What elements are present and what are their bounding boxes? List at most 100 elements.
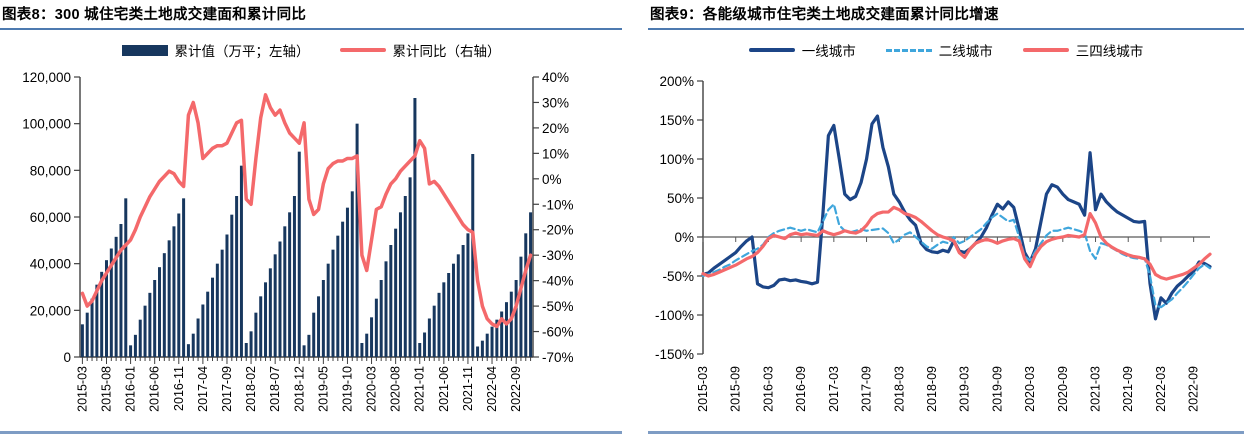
axis-tick-label: 0% xyxy=(542,172,562,187)
bar xyxy=(230,214,234,357)
bar xyxy=(264,282,268,357)
figure-8-legend: 累计值（万平；左轴） 累计同比（右轴） xyxy=(0,39,622,61)
series-line-一线城市 xyxy=(701,114,1212,321)
axis-tick-label: 150% xyxy=(659,113,694,128)
x-axis-label: 2018-09 xyxy=(925,366,939,412)
x-axis-label: 2018-12 xyxy=(292,366,306,412)
bar xyxy=(418,343,422,357)
line-swatch-icon xyxy=(1022,48,1069,52)
x-axis-label: 2015-03 xyxy=(75,366,89,412)
yoy-line xyxy=(80,93,533,329)
bar xyxy=(466,233,470,357)
bar xyxy=(114,236,118,357)
x-axis-label: 2021-09 xyxy=(1121,366,1135,412)
legend-label: 三四线城市 xyxy=(1075,44,1144,59)
bar xyxy=(124,198,128,357)
axis-tick-label: -50% xyxy=(542,299,574,314)
bar xyxy=(273,254,277,357)
axis-tick-label: 200% xyxy=(659,74,694,89)
axis-tick-label: 80,000 xyxy=(30,163,71,178)
axis-tick-label: 40,000 xyxy=(30,257,71,272)
axis-tick-label: 50% xyxy=(667,191,694,206)
bar xyxy=(288,212,292,357)
bar xyxy=(394,228,398,357)
figure-9-title-rule xyxy=(648,28,1244,30)
bar xyxy=(456,254,460,357)
axis-tick-label: 20,000 xyxy=(30,303,71,318)
bar xyxy=(239,165,243,357)
bar xyxy=(244,343,248,357)
bar xyxy=(341,221,345,357)
bar xyxy=(384,261,388,357)
bar xyxy=(95,284,99,357)
axis-tick-label: 100% xyxy=(659,152,694,167)
legend-label: 二线城市 xyxy=(938,44,993,59)
bar xyxy=(350,191,354,357)
figure-8-panel: 图表8：300 城住宅类土地成交建面和累计同比 累计值（万平；左轴） 累计同比（右… xyxy=(0,7,622,434)
x-axis-label: 2016-03 xyxy=(761,366,775,412)
x-axis-label: 2017-09 xyxy=(860,366,874,412)
bar xyxy=(220,249,224,357)
bar xyxy=(427,318,431,357)
bar xyxy=(524,233,528,357)
series-line-三四线城市 xyxy=(701,205,1212,281)
axis-tick-label: 0% xyxy=(674,230,694,245)
axis-tick-label: -10% xyxy=(542,197,574,212)
bar xyxy=(307,334,311,357)
x-axis-label: 2020-08 xyxy=(389,366,403,412)
x-axis-label: 2016-09 xyxy=(794,366,808,412)
bar xyxy=(509,291,513,357)
legend-item: 累计值（万平；左轴） xyxy=(121,40,310,60)
bar xyxy=(432,305,436,357)
bar xyxy=(374,298,378,357)
x-axis-label: 2017-04 xyxy=(196,366,210,412)
axis-tick-label: -150% xyxy=(655,347,694,362)
bar xyxy=(312,312,316,357)
bar xyxy=(191,333,195,357)
bar xyxy=(379,280,383,357)
bar xyxy=(254,312,258,357)
bar xyxy=(292,196,296,357)
bar xyxy=(249,331,253,357)
bar xyxy=(158,267,162,357)
x-axis-label: 2015-09 xyxy=(729,366,743,412)
bar xyxy=(268,268,272,357)
axis-tick-label: 40% xyxy=(542,70,569,85)
bar xyxy=(225,234,229,357)
bar xyxy=(336,235,340,357)
dashed-line-swatch-icon xyxy=(885,48,932,52)
bar xyxy=(85,312,89,357)
bar xyxy=(360,343,364,357)
bar xyxy=(345,207,349,357)
bar xyxy=(259,296,263,357)
bar xyxy=(471,154,475,357)
figure-9-title: 图表9：各能级城市住宅类土地成交建面累计同比增速 xyxy=(650,7,999,23)
multi-line-chart: -150% -100% -50% 0% 50% 100% 150% 200% 2015-03 20… xyxy=(655,74,1212,412)
bar xyxy=(109,248,113,357)
x-axis-label: 2021-11 xyxy=(461,366,475,411)
bar xyxy=(365,333,369,357)
bar-line-chart: 0 20,000 40,000 60,000 80,000 100,000 120,000 -… xyxy=(22,70,574,412)
bar xyxy=(297,151,301,357)
bar xyxy=(321,280,325,357)
legend-label: 一线城市 xyxy=(801,44,856,59)
legend-item: 一线城市 xyxy=(748,40,856,60)
bar xyxy=(451,263,455,357)
x-axis-label: 2020-09 xyxy=(1056,366,1070,412)
bar xyxy=(302,345,306,357)
bar xyxy=(408,177,412,357)
x-axis-label: 2017-03 xyxy=(827,366,841,412)
bar xyxy=(283,226,287,357)
axis-tick-label: 20% xyxy=(542,121,569,136)
axis-tick-label: 100,000 xyxy=(22,117,71,132)
bar xyxy=(500,311,504,357)
bar xyxy=(206,291,210,357)
bar xyxy=(389,245,393,357)
x-axis-label: 2022-04 xyxy=(485,366,499,412)
bar xyxy=(162,253,166,357)
axis-tick-label: -20% xyxy=(542,223,574,238)
line-swatch-icon xyxy=(748,48,795,52)
axis-tick-label: 60,000 xyxy=(30,210,71,225)
axis-tick-label: -40% xyxy=(542,274,574,289)
x-axis-label: 2017-09 xyxy=(220,366,234,412)
